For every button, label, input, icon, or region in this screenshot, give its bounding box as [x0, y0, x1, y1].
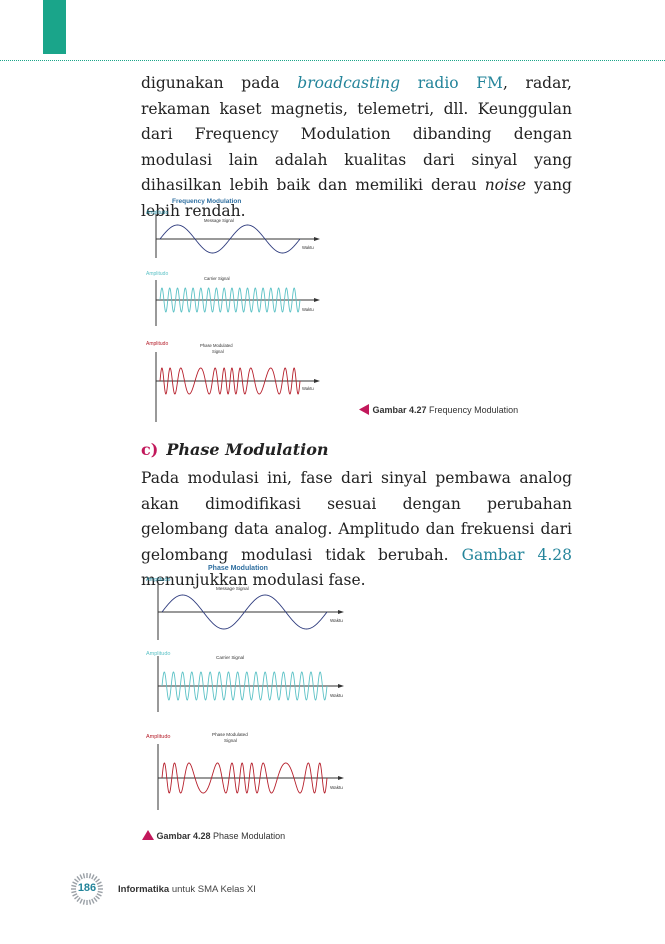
header-divider: [0, 60, 665, 61]
section-title: Phase Modulation: [166, 440, 329, 459]
badge-tick: [95, 878, 100, 883]
badge-tick: [76, 897, 81, 902]
signal-label: Phase Modulated: [212, 732, 248, 737]
signal-label: Message Signal: [204, 218, 234, 223]
figure-caption-4-28: Gambar 4.28 Phase Modulation: [142, 830, 285, 841]
message-wave: [159, 224, 301, 254]
caption-number: Gambar 4.27: [372, 405, 427, 415]
text: digunakan pada: [141, 74, 298, 92]
figure-title: Phase Modulation: [208, 565, 268, 572]
caption-text: Frequency Modulation: [426, 405, 519, 415]
x-axis-arrow-icon: [338, 684, 344, 688]
page-number: 186: [77, 882, 97, 894]
badge-tick: [88, 873, 92, 879]
modulated-signal-panel: Amplitudo Phase Modulated Signal Waktu: [146, 341, 320, 422]
badge-tick: [88, 899, 92, 905]
x-axis-label: Waktu: [330, 618, 343, 623]
carrier-wave: [161, 671, 328, 701]
page-number-badge-icon: 186: [70, 872, 104, 906]
x-axis-arrow-icon: [338, 776, 344, 780]
text: , radar, rekaman kaset magnetis, telemet…: [141, 74, 572, 194]
chapter-tab: [43, 0, 66, 54]
badge-tick: [72, 881, 78, 885]
signal-label: Carrier Signal: [216, 655, 244, 660]
book-title-bold: Informatika: [118, 883, 170, 895]
badge-tick: [82, 899, 86, 905]
x-axis-arrow-icon: [314, 237, 320, 241]
badge-tick: [71, 884, 77, 888]
text: menunjukkan modulasi fase.: [141, 571, 366, 589]
link-figure-4-28[interactable]: Gambar 4.28: [461, 545, 573, 564]
badge-tick: [72, 893, 78, 897]
modulated-wave: [159, 367, 301, 395]
badge-tick: [97, 884, 103, 888]
y-axis-label: Amplitudo: [146, 271, 168, 277]
x-axis-arrow-icon: [338, 610, 344, 614]
badge-tick: [93, 876, 98, 881]
badge-tick: [96, 881, 102, 885]
x-axis-label: Waktu: [302, 245, 314, 250]
signal-label-line2: Signal: [212, 349, 224, 354]
y-axis-label: Amplitudo: [146, 341, 168, 347]
message-signal-panel: Amplitudo Message Signal Waktu: [146, 577, 344, 640]
badge-tick: [96, 893, 102, 897]
section-letter: c): [141, 440, 159, 459]
x-axis-label: Waktu: [302, 386, 314, 391]
badge-tick: [79, 898, 83, 904]
page-number-ring: [71, 873, 103, 905]
x-axis-label: Waktu: [302, 307, 314, 312]
triangle-left-icon: [359, 404, 369, 415]
y-axis-label: Amplitudo: [146, 734, 170, 740]
section-heading: c) Phase Modulation: [141, 440, 329, 459]
y-axis-label: Amplitudo: [146, 651, 170, 657]
signal-label-line2: Signal: [224, 738, 237, 743]
badge-tick: [91, 874, 95, 880]
figure-title: Frequency Modulation: [172, 198, 241, 205]
badge-tick: [91, 898, 95, 904]
carrier-signal-panel: Amplitudo Carrier Signal Waktu: [146, 271, 320, 326]
paragraph-phase-modulation: Pada modulasi ini, fase dari sinyal pemb…: [141, 466, 572, 594]
text: yang lebih rendah.: [141, 176, 572, 220]
x-axis-arrow-icon: [314, 298, 320, 302]
modulated-wave: [161, 762, 328, 794]
x-axis-arrow-icon: [314, 379, 320, 383]
text: Pada modulasi ini, fase dari sinyal pemb…: [141, 469, 572, 564]
badge-tick: [82, 873, 86, 879]
book-title-rest: untuk SMA Kelas XI: [169, 883, 256, 895]
frequency-modulation-figure: Frequency Modulation Amplitudo Message S…: [146, 198, 320, 422]
carrier-wave: [159, 287, 301, 313]
page-footer: 186 Informatika untuk SMA Kelas XI: [70, 873, 256, 905]
book-title: Informatika untuk SMA Kelas XI: [118, 884, 256, 895]
badge-tick: [74, 895, 79, 900]
caption-number: Gambar 4.28: [156, 831, 211, 841]
message-wave: [161, 594, 328, 630]
link-broadcasting[interactable]: broadcasting: [297, 74, 401, 92]
link-radio-fm[interactable]: radio FM: [417, 74, 503, 92]
caption-text: Phase Modulation: [210, 831, 286, 841]
badge-tick: [76, 876, 81, 881]
y-axis-label: Amplitudo: [146, 210, 168, 216]
message-signal-panel: Amplitudo Message Signal Waktu: [146, 210, 320, 258]
emphasis-noise: noise: [484, 176, 527, 194]
figure-caption-4-27: Gambar 4.27 Frequency Modulation: [359, 404, 518, 415]
phase-modulation-figure: Phase Modulation Amplitudo Message Signa…: [146, 565, 344, 810]
triangle-up-icon: [142, 830, 154, 840]
badge-tick: [93, 897, 98, 902]
x-axis-label: Waktu: [330, 785, 343, 790]
badge-tick: [97, 890, 103, 894]
badge-tick: [71, 890, 77, 894]
paragraph-fm-advantages: digunakan pada broadcasting radio FM, ra…: [141, 71, 572, 224]
badge-tick: [74, 878, 79, 883]
signal-label: Phase Modulated: [200, 343, 233, 348]
x-axis-label: Waktu: [330, 693, 343, 698]
badge-tick: [79, 874, 83, 880]
signal-label: Carrier Signal: [204, 276, 230, 281]
modulated-signal-panel: Amplitudo Phase Modulated Signal Waktu: [146, 732, 344, 810]
badge-tick: [95, 895, 100, 900]
carrier-signal-panel: Amplitudo Carrier Signal Waktu: [146, 651, 344, 712]
signal-label: Message Signal: [216, 586, 249, 591]
y-axis-label: Amplitudo: [146, 577, 170, 583]
